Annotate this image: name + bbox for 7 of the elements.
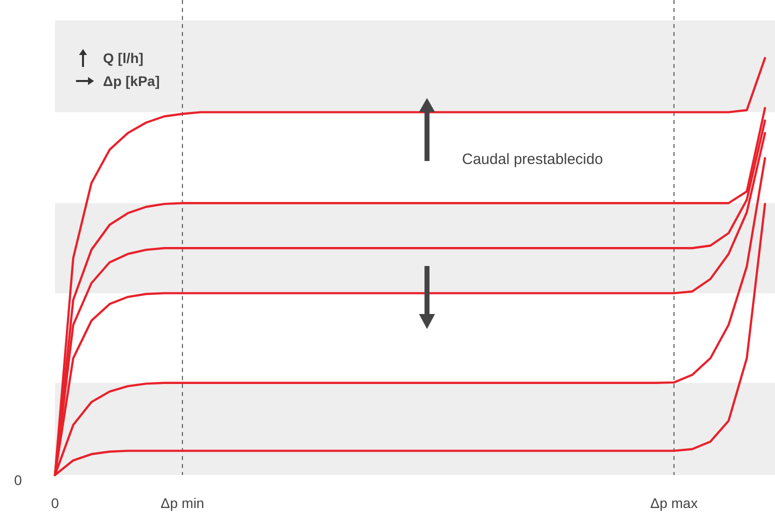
x-tick-label: Δp min: [160, 495, 204, 511]
annotation: Δp [kPa]: [103, 73, 160, 89]
annotation: Q [l/h]: [103, 50, 144, 66]
x-tick-label: Δp max: [650, 495, 698, 511]
text: 0: [14, 472, 22, 488]
x-tick-label: 0: [51, 495, 60, 511]
annotation: Caudal prestablecido: [462, 151, 603, 168]
